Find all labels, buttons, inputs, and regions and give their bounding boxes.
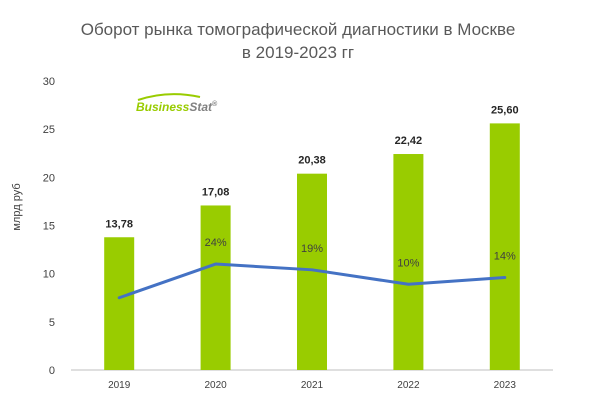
bar-value-label: 25,60 — [491, 104, 519, 116]
y-tick-label: 30 — [43, 76, 55, 88]
y-tick-label: 0 — [49, 365, 55, 377]
chart-title: Оборот рынка томографической диагностики… — [0, 18, 596, 64]
growth-label: 10% — [397, 257, 419, 269]
y-tick-label: 25 — [43, 124, 55, 136]
bar-value-label: 20,38 — [298, 155, 326, 167]
x-tick-label: 2022 — [397, 380, 420, 391]
y-tick-label: 5 — [49, 317, 55, 329]
logo-text-a: Business — [136, 100, 190, 114]
x-tick-label: 2019 — [108, 380, 131, 391]
svg-text:BusinessStat®: BusinessStat® — [136, 100, 218, 114]
logo-text-b: Stat — [189, 100, 213, 114]
growth-label: 14% — [494, 251, 516, 263]
y-tick-label: 15 — [43, 221, 55, 233]
y-tick-label: 20 — [43, 172, 55, 184]
x-tick-label: 2020 — [204, 380, 227, 391]
chart-title-line1: Оборот рынка томографической диагностики… — [80, 20, 516, 39]
chart-title-line2: в 2019-2023 гг — [241, 43, 355, 62]
growth-label: 19% — [301, 243, 323, 255]
growth-line — [117, 262, 507, 300]
bar-2020 — [200, 205, 231, 370]
bar-2023 — [489, 123, 520, 371]
growth-label: 24% — [205, 237, 227, 249]
businessstat-logo: BusinessStat® — [136, 93, 218, 114]
bar-value-label: 13,78 — [105, 218, 133, 230]
y-tick-label: 10 — [43, 269, 55, 281]
logo-mark: ® — [212, 100, 218, 108]
bar-2019 — [104, 237, 135, 370]
x-tick-label: 2021 — [301, 380, 324, 391]
bar-value-label: 22,42 — [395, 135, 423, 147]
bar-2022 — [393, 154, 424, 370]
x-tick-label: 2023 — [494, 380, 517, 391]
bar-value-label: 17,08 — [202, 186, 230, 198]
